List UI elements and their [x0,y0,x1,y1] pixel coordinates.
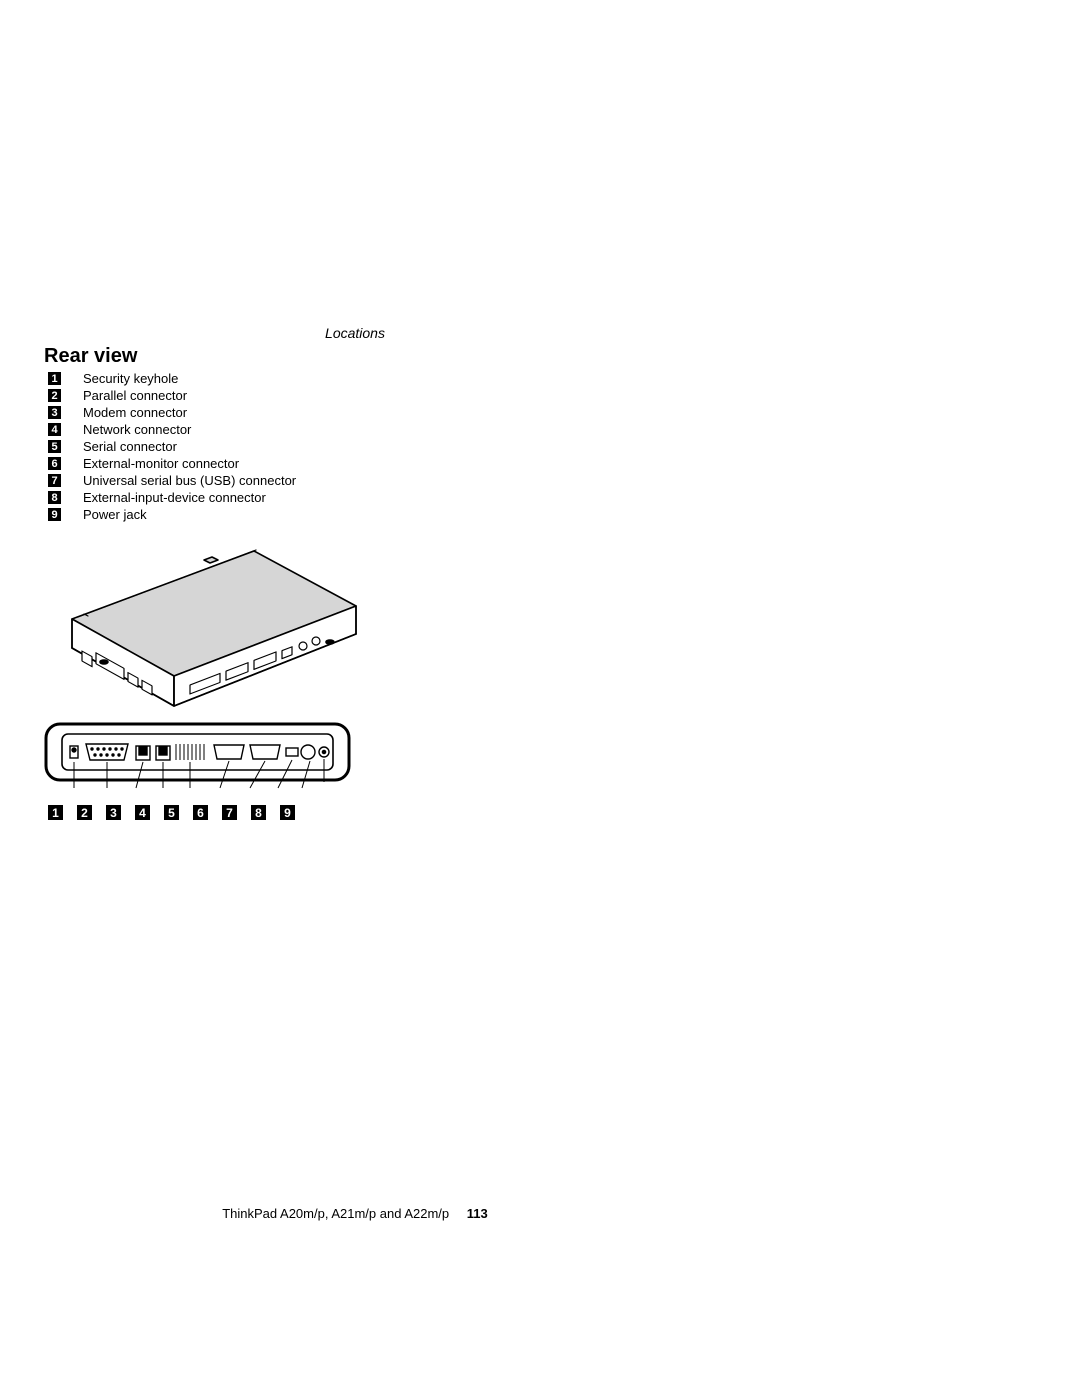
legend-number-icon: 4 [48,423,61,436]
legend-number-icon: 2 [48,389,61,402]
callout-number-icon: 4 [135,805,150,820]
callout-row: 1 2 3 4 5 6 7 8 9 [48,805,295,820]
legend-label: Parallel connector [83,388,187,403]
callout-number-icon: 2 [77,805,92,820]
footer-text: ThinkPad A20m/p, A21m/p and A22m/p [222,1206,449,1221]
legend-number-icon: 1 [48,372,61,385]
legend-row: 8 External-input-device connector [48,489,296,506]
page: Locations Rear view 1 Security keyhole 2… [0,0,1080,1397]
callout-number-icon: 3 [106,805,121,820]
rear-view-diagram [44,544,362,809]
legend-label: External-input-device connector [83,490,266,505]
legend-row: 3 Modem connector [48,404,296,421]
laptop-rear-svg [44,544,362,804]
legend-row: 9 Power jack [48,506,296,523]
legend-number-icon: 7 [48,474,61,487]
legend-label: Network connector [83,422,191,437]
callout-number-icon: 5 [164,805,179,820]
legend-row: 1 Security keyhole [48,370,296,387]
callout-number-icon: 6 [193,805,208,820]
legend-label: Modem connector [83,405,187,420]
page-title: Rear view [44,345,137,368]
page-footer: ThinkPad A20m/p, A21m/p and A22m/p 113 [0,1206,710,1221]
legend-row: 4 Network connector [48,421,296,438]
legend-row: 7 Universal serial bus (USB) connector [48,472,296,489]
legend-number-icon: 6 [48,457,61,470]
legend-label: Security keyhole [83,371,178,386]
legend-number-icon: 3 [48,406,61,419]
callout-number-icon: 8 [251,805,266,820]
section-header: Locations [0,325,710,341]
legend-label: Serial connector [83,439,177,454]
legend-row: 6 External-monitor connector [48,455,296,472]
legend-number-icon: 8 [48,491,61,504]
callout-number-icon: 7 [222,805,237,820]
legend-label: Power jack [83,507,147,522]
callout-number-icon: 9 [280,805,295,820]
legend-list: 1 Security keyhole 2 Parallel connector … [48,370,296,523]
legend-number-icon: 9 [48,508,61,521]
legend-label: External-monitor connector [83,456,239,471]
legend-row: 2 Parallel connector [48,387,296,404]
legend-row: 5 Serial connector [48,438,296,455]
legend-number-icon: 5 [48,440,61,453]
callout-number-icon: 1 [48,805,63,820]
page-number: 113 [467,1206,488,1221]
legend-label: Universal serial bus (USB) connector [83,473,296,488]
